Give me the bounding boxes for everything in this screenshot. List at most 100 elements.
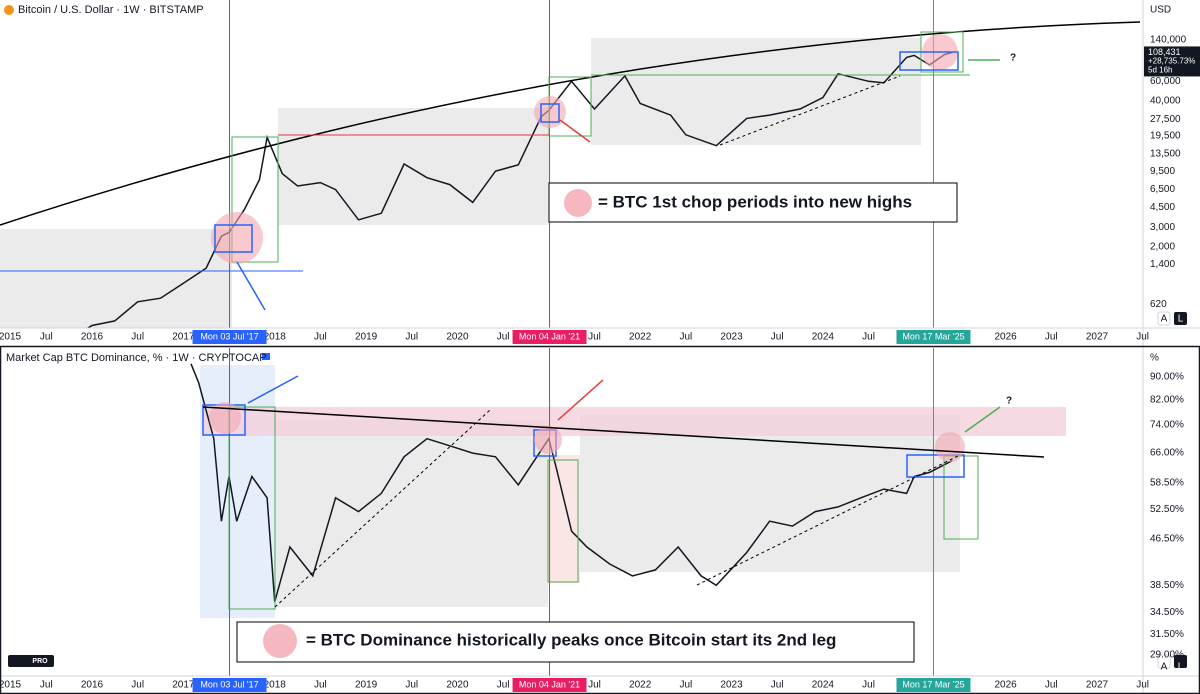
x-tick-label: 2016 bbox=[81, 680, 104, 691]
x-tick-label: 2027 bbox=[1086, 680, 1109, 691]
highlight-zone bbox=[580, 415, 960, 572]
x-tick-label: Jul bbox=[497, 332, 510, 343]
scale-button[interactable]: A bbox=[1161, 314, 1168, 325]
event-label-bg bbox=[896, 330, 971, 344]
x-tick-label: 2015 bbox=[0, 680, 22, 691]
y-tick-label: 620 bbox=[1150, 299, 1167, 310]
y-tick-label: 74.00% bbox=[1150, 420, 1184, 431]
drawing bbox=[899, 51, 959, 71]
annotation-note: = BTC Dominance historically peaks once … bbox=[306, 630, 836, 649]
scale-button[interactable]: A bbox=[1161, 662, 1168, 673]
drawing bbox=[247, 375, 299, 404]
y-tick-label: 19,500 bbox=[1150, 131, 1181, 142]
axis-unit: % bbox=[1150, 353, 1159, 364]
drawing bbox=[548, 182, 958, 223]
y-tick-label: 2,000 bbox=[1150, 242, 1175, 253]
drawing bbox=[4, 5, 14, 15]
x-tick-label: 2019 bbox=[355, 332, 378, 343]
x-tick-label: Jul bbox=[588, 680, 601, 691]
x-tick-label: Jul bbox=[40, 332, 53, 343]
highlight-zone bbox=[0, 229, 232, 328]
event-label: Mon 17 Mar '25 bbox=[902, 331, 964, 341]
drawing bbox=[559, 119, 591, 143]
x-tick-label: 2024 bbox=[812, 680, 835, 691]
x-tick-label: Jul bbox=[771, 680, 784, 691]
y-tick-label: 40,000 bbox=[1150, 96, 1181, 107]
x-tick-label: Jul bbox=[314, 332, 327, 343]
y-tick-label: 52.50% bbox=[1150, 504, 1184, 515]
drawing bbox=[557, 379, 604, 421]
y-tick-label: 34.50% bbox=[1150, 607, 1184, 618]
logo: PRO bbox=[32, 658, 48, 665]
y-tick-label: 6,500 bbox=[1150, 184, 1175, 195]
event-label: Mon 17 Mar '25 bbox=[902, 679, 964, 689]
drawing bbox=[547, 459, 579, 583]
annotation-question: ? bbox=[1006, 396, 1012, 407]
scale-button[interactable]: L bbox=[1178, 662, 1184, 673]
drawing bbox=[1174, 312, 1187, 325]
axis-unit: USD bbox=[1150, 5, 1171, 16]
x-tick-label: 2023 bbox=[720, 680, 743, 691]
drawing bbox=[1157, 311, 1171, 326]
x-tick-label: 2027 bbox=[1086, 332, 1109, 343]
highlight-zone bbox=[275, 420, 548, 607]
x-tick-label: Jul bbox=[40, 680, 53, 691]
event-label-bg bbox=[896, 678, 971, 692]
x-tick-label: 2020 bbox=[446, 332, 469, 343]
y-tick-label: 46.50% bbox=[1150, 534, 1184, 545]
scale-button[interactable]: L bbox=[1178, 314, 1184, 325]
highlight-zone bbox=[200, 365, 275, 618]
x-tick-label: 2020 bbox=[446, 680, 469, 691]
drawing bbox=[228, 406, 276, 610]
y-tick-label: 29.00% bbox=[1150, 649, 1184, 660]
drawing bbox=[274, 409, 491, 608]
drawing bbox=[564, 189, 592, 217]
x-tick-label: 2026 bbox=[994, 332, 1017, 343]
x-tick-label: Jul bbox=[771, 332, 784, 343]
drawing bbox=[8, 655, 54, 667]
price-change: +28,735.73% bbox=[1148, 57, 1195, 66]
x-tick-label: Jul bbox=[1045, 680, 1058, 691]
y-tick-label: 4,500 bbox=[1150, 202, 1175, 213]
y-tick-label: 90.00% bbox=[1150, 372, 1184, 383]
annotation-question: ? bbox=[1010, 53, 1016, 64]
highlight-zone bbox=[278, 108, 549, 225]
x-tick-label: Jul bbox=[1136, 680, 1149, 691]
y-tick-label: 9,500 bbox=[1150, 166, 1175, 177]
x-tick-label: Jul bbox=[405, 680, 418, 691]
event-label: Mon 03 Jul '17 bbox=[200, 331, 258, 341]
drawing bbox=[262, 353, 270, 360]
y-tick-label: 31.50% bbox=[1150, 629, 1184, 640]
x-tick-label: Jul bbox=[679, 680, 692, 691]
drawing bbox=[0, 21, 1141, 226]
drawing bbox=[935, 432, 965, 462]
x-tick-label: 2018 bbox=[264, 332, 287, 343]
drawing bbox=[202, 406, 1045, 458]
drawing bbox=[534, 426, 562, 454]
highlight-zone bbox=[591, 38, 921, 145]
drawing bbox=[719, 75, 901, 146]
x-tick-label: Jul bbox=[679, 332, 692, 343]
y-tick-label: 27,500 bbox=[1150, 114, 1181, 125]
drawing bbox=[906, 454, 965, 478]
y-tick-label: 66.00% bbox=[1150, 448, 1184, 459]
y-tick-label: 140,000 bbox=[1150, 35, 1187, 46]
x-tick-label: 2015 bbox=[0, 332, 22, 343]
drawing bbox=[1174, 655, 1187, 668]
x-tick-label: Jul bbox=[131, 332, 144, 343]
drawing bbox=[964, 406, 1001, 433]
drawing bbox=[263, 624, 297, 658]
event-label-bg bbox=[512, 678, 587, 692]
y-tick-label: 3,000 bbox=[1150, 222, 1175, 233]
x-tick-label: 2022 bbox=[629, 680, 652, 691]
x-tick-label: 2024 bbox=[812, 332, 835, 343]
y-tick-label: 58.50% bbox=[1150, 477, 1184, 488]
price-label-bg bbox=[1144, 46, 1200, 77]
chart-title: Market Cap BTC Dominance, % · 1W · CRYPT… bbox=[6, 352, 267, 364]
drawing bbox=[1157, 654, 1171, 669]
x-tick-label: 2017 bbox=[172, 332, 195, 343]
x-tick-label: 2019 bbox=[355, 680, 378, 691]
event-label: Mon 04 Jan '21 bbox=[519, 331, 580, 341]
